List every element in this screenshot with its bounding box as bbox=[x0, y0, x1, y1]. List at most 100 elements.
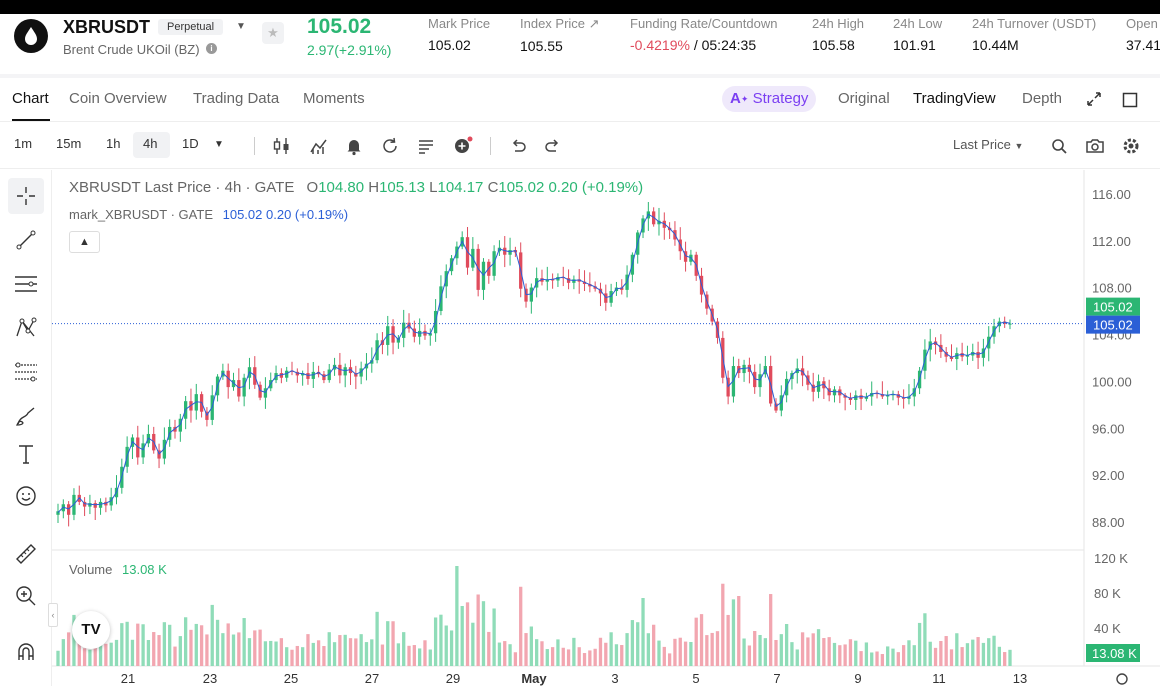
volume-bar bbox=[508, 644, 512, 666]
brush-icon[interactable] bbox=[8, 398, 44, 434]
volume-bar bbox=[673, 638, 677, 666]
candle-type-icon[interactable] bbox=[271, 135, 293, 157]
volume-bar bbox=[82, 648, 87, 666]
redo-icon[interactable] bbox=[542, 135, 564, 157]
timeframe-1h[interactable]: 1h bbox=[106, 136, 121, 151]
candle-body bbox=[971, 351, 975, 356]
chevron-down-icon[interactable]: ▼ bbox=[236, 21, 246, 32]
horizontal-lines-icon[interactable] bbox=[8, 266, 44, 302]
camera-icon[interactable] bbox=[1084, 135, 1106, 157]
volume-bar bbox=[550, 647, 555, 666]
volume-bar bbox=[753, 631, 757, 666]
volume-bar bbox=[960, 647, 964, 666]
volume-bar bbox=[136, 623, 140, 666]
symbol-name[interactable]: XBRUSDT bbox=[63, 17, 151, 37]
tab-trading-data[interactable]: Trading Data bbox=[193, 90, 280, 107]
volume-bar bbox=[758, 634, 762, 666]
candle-body bbox=[354, 373, 358, 377]
crosshair-icon[interactable] bbox=[8, 178, 44, 214]
popout-window-icon[interactable] bbox=[1122, 92, 1138, 112]
price-source-select[interactable]: Last Price ▼ bbox=[953, 137, 1023, 152]
volume-bar bbox=[710, 632, 714, 666]
stat-value: 10.44M bbox=[972, 37, 1019, 53]
tradingview-logo[interactable]: TV bbox=[72, 611, 110, 649]
undo-icon[interactable] bbox=[507, 135, 529, 157]
volume-bar bbox=[226, 623, 230, 666]
candle-body bbox=[901, 397, 906, 399]
candle-body bbox=[88, 503, 92, 507]
indicators-icon[interactable] bbox=[308, 135, 330, 157]
magnet-icon[interactable] bbox=[8, 634, 44, 670]
ai-icon: A bbox=[730, 90, 741, 107]
ohlc-low: 104.17 bbox=[437, 179, 484, 196]
candle-body bbox=[955, 353, 959, 359]
price-tick-label: 88.00 bbox=[1092, 515, 1125, 530]
candle-body bbox=[907, 396, 911, 399]
candle-body bbox=[582, 281, 587, 285]
timeframe-dropdown-icon[interactable]: ▼ bbox=[214, 139, 224, 150]
emoji-icon[interactable] bbox=[8, 478, 44, 514]
fib-tool-icon[interactable] bbox=[8, 354, 44, 390]
volume-bar bbox=[955, 633, 959, 666]
candle-body bbox=[753, 371, 757, 388]
candle-body bbox=[242, 377, 246, 397]
fullscreen-icon[interactable] bbox=[1086, 91, 1102, 111]
tab-tradingview[interactable]: TradingView bbox=[913, 90, 996, 107]
collapse-legend-button[interactable]: ▲ bbox=[69, 231, 100, 253]
mark-price-tag-label: 105.02 bbox=[1093, 318, 1133, 333]
zoom-in-icon[interactable] bbox=[8, 578, 44, 614]
search-icon[interactable] bbox=[1048, 135, 1070, 157]
volume-bar bbox=[875, 651, 879, 666]
candle-body bbox=[864, 396, 869, 399]
gear-icon[interactable] bbox=[1120, 135, 1142, 157]
add-indicator-icon[interactable] bbox=[451, 135, 473, 157]
volume-legend-value: 13.08 K bbox=[122, 562, 167, 577]
tab-original[interactable]: Original bbox=[838, 90, 890, 107]
volume-bar bbox=[880, 654, 885, 666]
timeframe-1d[interactable]: 1D bbox=[182, 136, 199, 151]
pattern-tool-icon[interactable] bbox=[8, 310, 44, 346]
volume-bar bbox=[418, 648, 422, 666]
alert-bell-icon[interactable] bbox=[343, 135, 365, 157]
volume-bar bbox=[327, 632, 331, 666]
volume-bar bbox=[120, 623, 124, 666]
volume-bar bbox=[731, 599, 736, 666]
volume-bar bbox=[933, 647, 938, 666]
candle-body bbox=[683, 251, 688, 262]
volume-bar bbox=[519, 586, 523, 666]
info-icon[interactable]: i bbox=[206, 43, 217, 54]
ruler-icon[interactable] bbox=[8, 536, 44, 572]
volume-bar bbox=[104, 643, 108, 666]
axis-settings-icon bbox=[1116, 673, 1128, 685]
candle-body bbox=[566, 278, 571, 283]
chart-area[interactable]: 116.00 112.00 108.00 104.00 100.00 96.00 92.00… bbox=[48, 170, 1160, 686]
volume-bar bbox=[715, 631, 720, 666]
favorite-star-icon[interactable]: ★ bbox=[262, 22, 284, 44]
trend-line-icon[interactable] bbox=[8, 222, 44, 258]
volume-bar bbox=[747, 645, 752, 666]
price-change: 2.97(+2.91%) bbox=[307, 42, 392, 58]
volume-bar bbox=[928, 641, 932, 666]
candle-body bbox=[295, 371, 299, 376]
volume-bar bbox=[455, 566, 459, 666]
candle-body bbox=[359, 368, 363, 377]
volume-bar bbox=[816, 629, 821, 666]
tab-coin-overview[interactable]: Coin Overview bbox=[69, 90, 167, 107]
stat-index-price[interactable]: Index Price ↗ 105.55 bbox=[520, 16, 600, 54]
scroll-left-handle[interactable]: ‹ bbox=[48, 603, 58, 627]
strategy-button[interactable]: A✦ Strategy bbox=[722, 86, 817, 112]
price-chart[interactable]: 116.00112.00108.00104.00100.0096.0092.00… bbox=[52, 170, 1160, 686]
volume-bar bbox=[790, 642, 794, 666]
timeframe-15m[interactable]: 15m bbox=[56, 136, 82, 151]
volume-bar bbox=[923, 613, 927, 666]
tab-moments[interactable]: Moments bbox=[303, 90, 365, 107]
templates-icon[interactable] bbox=[415, 135, 437, 157]
text-tool-icon[interactable] bbox=[8, 436, 44, 472]
timeframe-4h[interactable]: 4h bbox=[143, 136, 158, 151]
candle-body bbox=[545, 279, 549, 282]
volume-bar bbox=[588, 650, 592, 666]
tab-depth[interactable]: Depth bbox=[1022, 90, 1063, 107]
timeframe-1m[interactable]: 1m bbox=[14, 136, 33, 151]
tab-chart[interactable]: Chart bbox=[12, 90, 49, 107]
replay-icon[interactable] bbox=[379, 135, 401, 157]
